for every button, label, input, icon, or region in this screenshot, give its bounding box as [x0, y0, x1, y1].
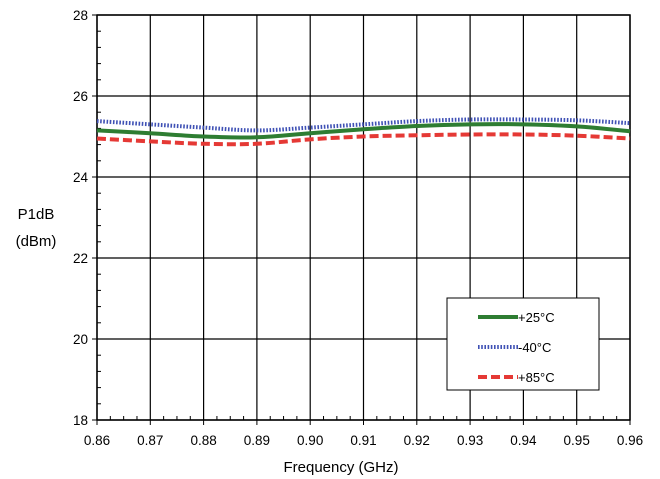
series-lines [96, 117, 631, 147]
y-tick-label: 26 [73, 89, 88, 104]
x-tick-label: 0.94 [510, 433, 537, 448]
x-tick-label: 0.92 [404, 433, 430, 448]
x-tick-label: 0.88 [190, 433, 216, 448]
x-tick-label: 0.87 [137, 433, 163, 448]
x-tick-label: 0.86 [84, 433, 110, 448]
y-tick-label: 20 [73, 332, 88, 347]
x-tick-labels: 0.86 0.87 0.88 0.89 0.90 0.91 0.92 0.93 0.94 0.95… [84, 433, 643, 448]
x-tick-label: 0.95 [564, 433, 590, 448]
x-tick-label: 0.96 [617, 433, 643, 448]
plot-area [96, 14, 631, 421]
legend-label-minus-40c: -40°C [518, 340, 551, 355]
legend-label-85-cc: +85°C [518, 370, 555, 385]
legend-box [446, 297, 600, 391]
legend: +25°C -40°C +85°C [446, 297, 600, 391]
y-tick-label: 28 [73, 8, 88, 23]
series-line-85-cc [96, 132, 631, 147]
series-line-minus-40c [96, 117, 631, 133]
x-tick-label: 0.89 [244, 433, 270, 448]
y-axis-title-line2: (dBm) [16, 233, 57, 250]
y-tick-labels: 18 20 22 24 26 28 [73, 8, 89, 428]
y-tick-label: 18 [73, 413, 88, 428]
y-tick-label: 22 [73, 251, 88, 266]
legend-label-25-cc: +25°C [518, 310, 555, 325]
x-tick-label: 0.93 [457, 433, 483, 448]
y-tick-label: 24 [73, 170, 89, 185]
x-axis-title: Frequency (GHz) [283, 459, 398, 476]
series-line-25-cc [96, 122, 631, 140]
x-tick-label: 0.91 [350, 433, 376, 448]
x-tick-label: 0.90 [297, 433, 323, 448]
y-axis-title-line1: P1dB [18, 206, 55, 223]
